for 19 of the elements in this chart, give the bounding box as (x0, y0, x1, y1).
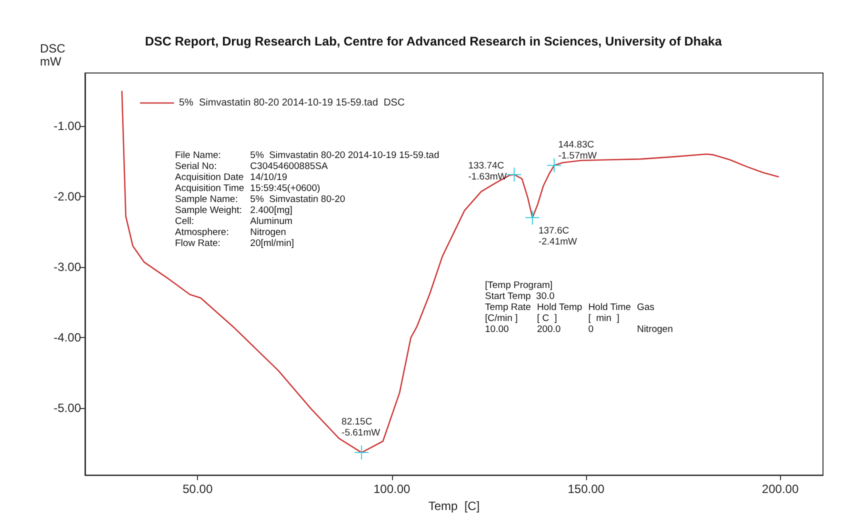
annotation: 82.15C -5.61mW (342, 416, 380, 439)
annotation: 137.6C -2.41mW (538, 226, 578, 248)
annotation: 133.74C -1.63mW (468, 160, 507, 183)
y-tick-label: -1.00 (54, 118, 82, 133)
x-tick-label: 100.00 (374, 482, 411, 496)
y-tick-label: -2.00 (54, 189, 82, 204)
y-tick-label: -5.00 (54, 401, 82, 416)
chart-title: DSC Report, Drug Research Lab, Centre for Advanced Research in Sciences, University of Dhaka (145, 34, 723, 48)
y-axis-title: DSC mW (40, 42, 66, 68)
y-tick-label: -3.00 (54, 260, 82, 274)
x-tick-label: 200.00 (762, 482, 799, 496)
text: [Temp Program] Start Temp 30.0 Temp Rate Hold Temp Hold Time Gas [C/min ] [ C ] [ min ] 10.00 200.0 0 Nitrogen (485, 280, 673, 335)
legend-label: 5% Simvastatin 80-20 2014-10-19 15-59.tad DSC (179, 98, 405, 108)
x-axis-title: Temp [C] (428, 499, 480, 513)
annotation: 144.83C -1.57mW (558, 139, 597, 162)
x-tick-label: 50.00 (182, 482, 213, 496)
text: File Name: 5% Simvastatin 80-20 2014-10-19 15-59.tad Serial No: C30454600885SA Acquisition Date 14/10/19 Acquisition Time 15:59:45(+0600) Sample Name: 5% Simvastatin 80-20 Sample Weight: 2.400[mg] Cell: Aluminum Atmosphere: Nitrogen Flow Rate: 20[ml/min] (175, 150, 440, 249)
x-tick-label: 150.00 (568, 482, 605, 496)
y-tick-label: -4.00 (54, 330, 82, 345)
